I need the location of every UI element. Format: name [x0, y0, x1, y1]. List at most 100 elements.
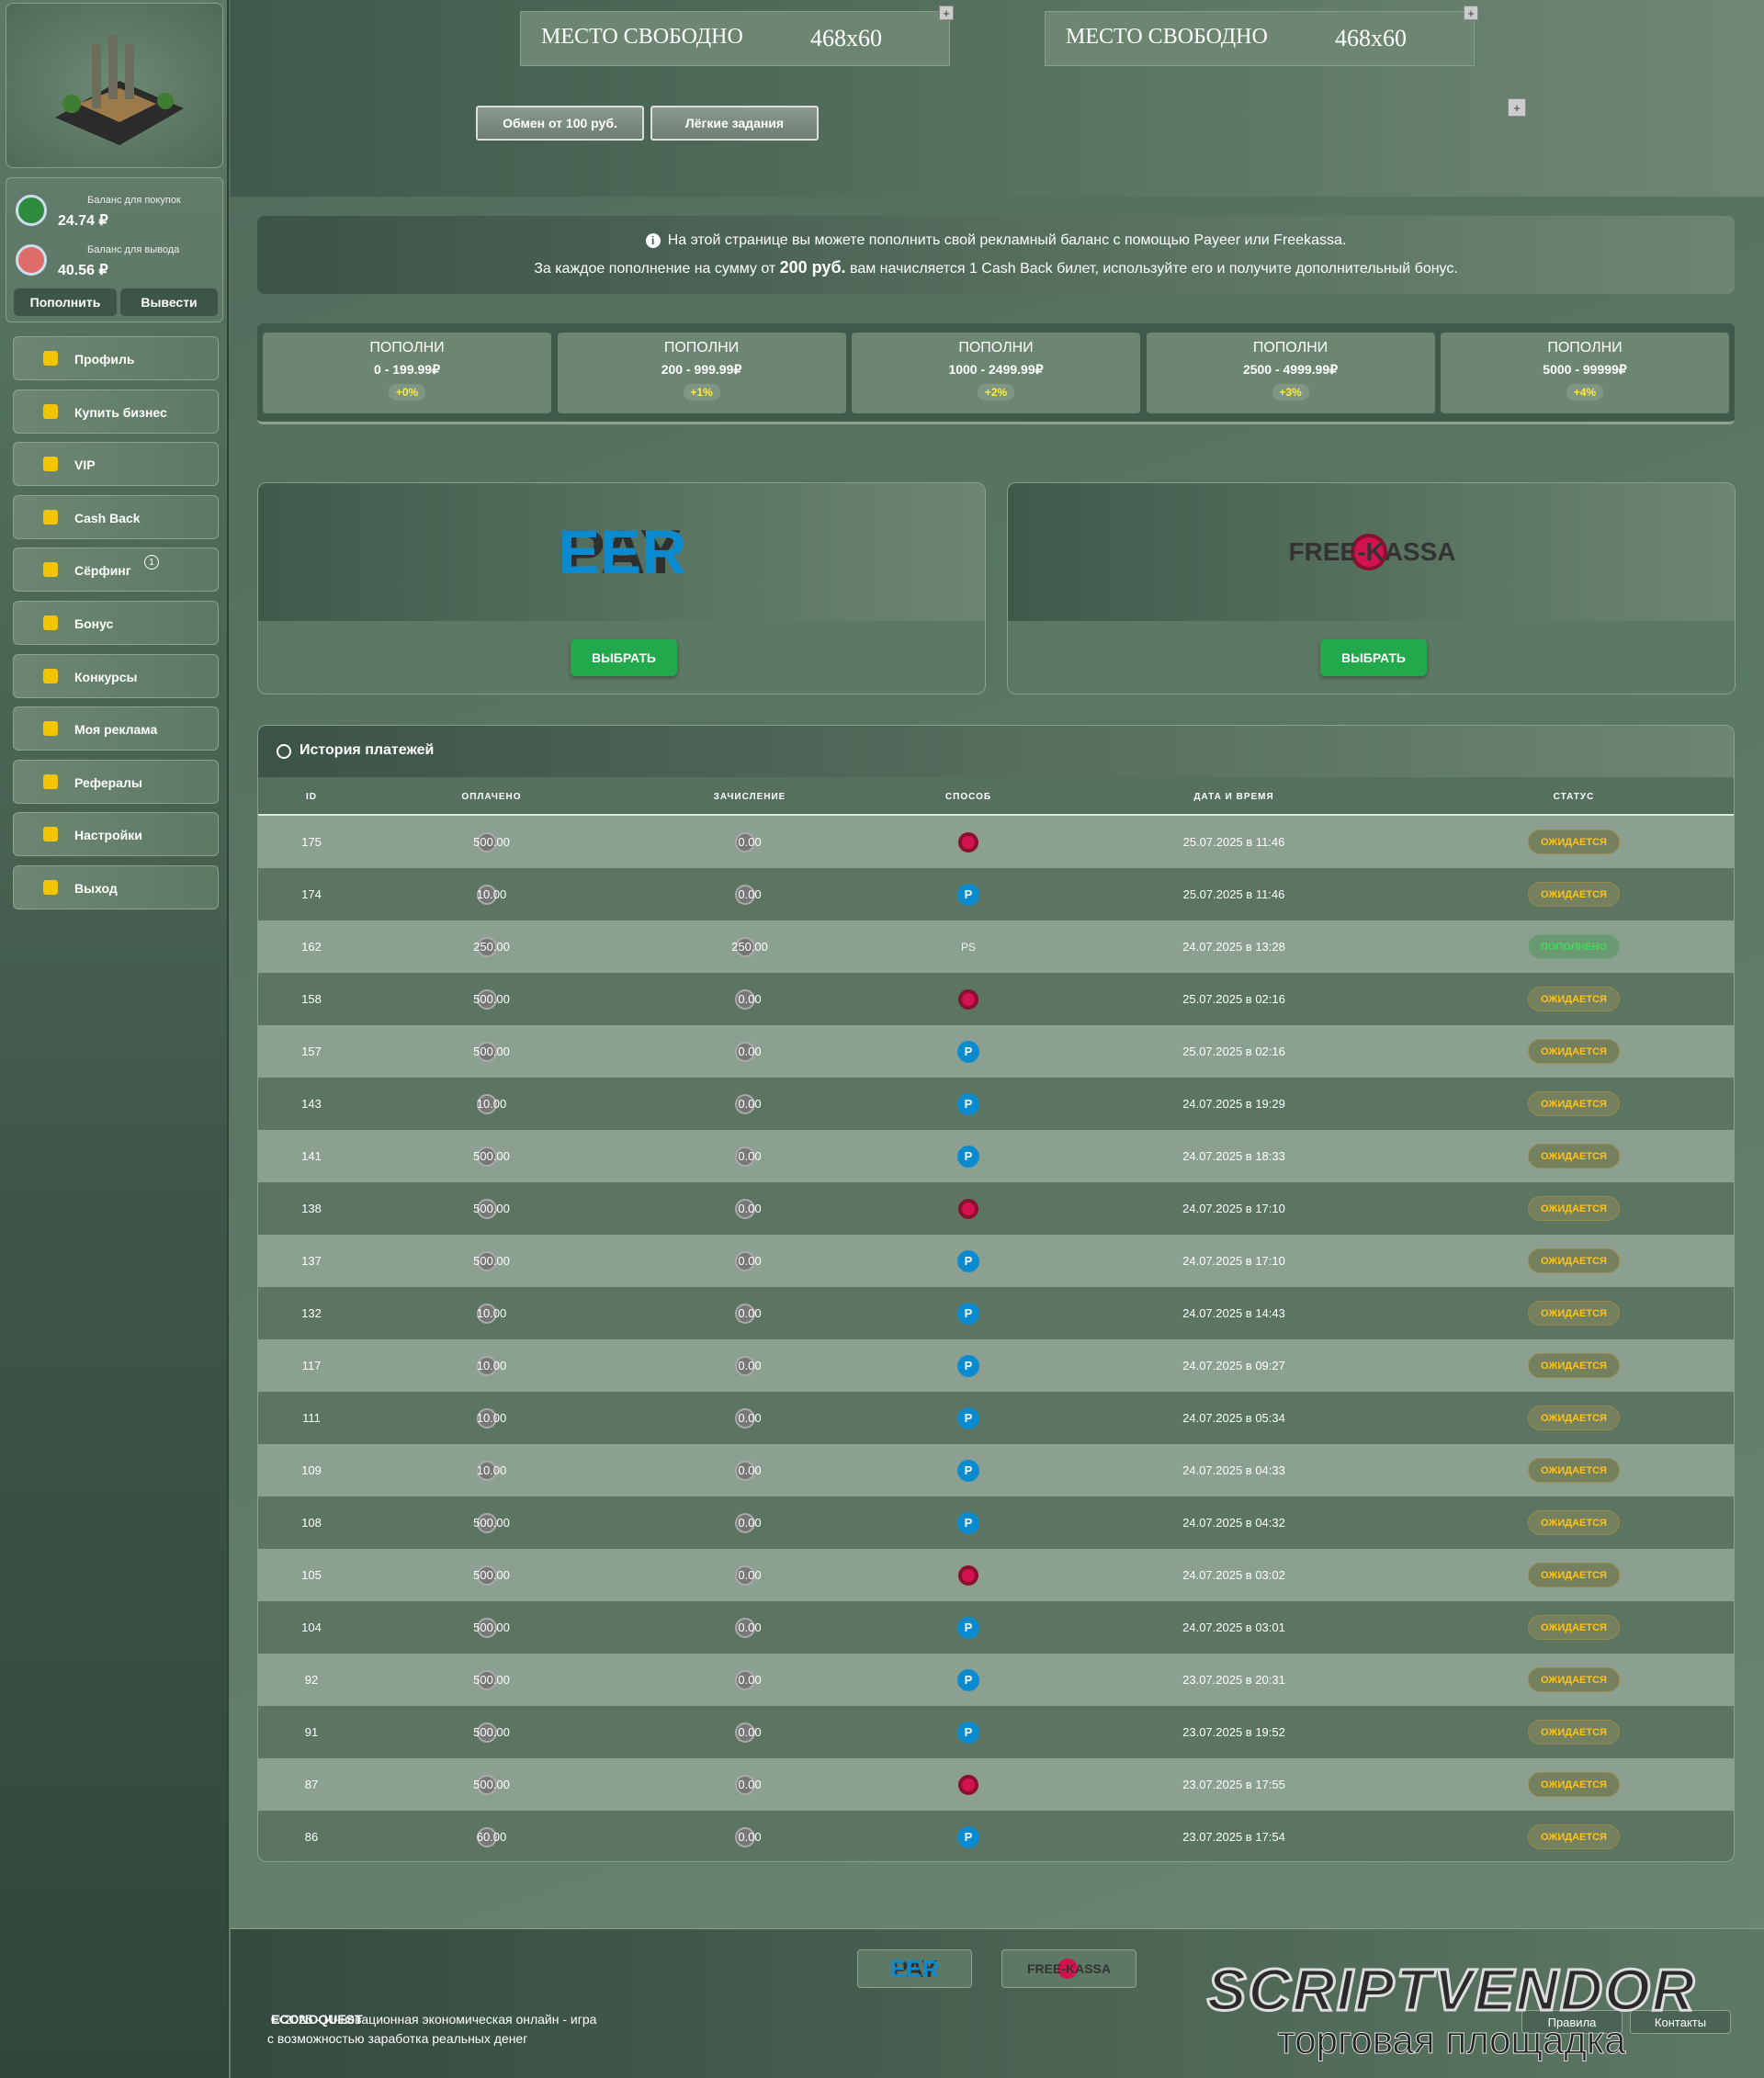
menu-icon — [43, 827, 58, 842]
top-button[interactable]: Обмен от 100 руб. — [476, 106, 644, 141]
amount-text: 0.00 — [738, 1254, 762, 1268]
cell-amount: 0.00 — [676, 1287, 823, 1339]
amount-text: 500.00 — [473, 1673, 510, 1687]
banner[interactable]: МЕСТО СВОБОДНО 468x60 — [1045, 11, 1475, 66]
coin-icon — [735, 1146, 755, 1167]
footer-link[interactable]: Правила — [1521, 2010, 1623, 2034]
amount-text: 0.00 — [738, 1149, 762, 1163]
cell-method: P — [932, 1392, 1005, 1444]
amount-text: 0.00 — [738, 1516, 762, 1530]
select-button[interactable]: ВЫБРАТЬ — [1320, 639, 1427, 676]
menu-item[interactable]: Бонус — [13, 601, 219, 645]
coin-icon — [477, 1146, 497, 1167]
top-button[interactable]: Лёгкие задания — [650, 106, 819, 141]
coin-icon — [735, 1460, 755, 1481]
status-badge: ПОПОЛНЕНО — [1528, 934, 1620, 959]
amount-text: 0.00 — [738, 992, 762, 1006]
tier-bonus: +1% — [683, 384, 720, 401]
logo-text: FREE-KASSA — [1288, 537, 1456, 566]
banner[interactable]: МЕСТО СВОБОДНО 468x60 — [520, 11, 950, 66]
cell-id: 117 — [301, 1359, 322, 1372]
history-row: 104 500.00 0.00 P 24.07.2025 в 03:01 ОЖИДАЕТС… — [258, 1601, 1734, 1654]
menu-item[interactable]: Настройки — [13, 812, 219, 857]
payeer-icon: P — [957, 1302, 979, 1325]
cell-amount: 10.00 — [418, 1392, 565, 1444]
footer-link[interactable]: Контакты — [1630, 2010, 1731, 2034]
cell-amount: 0.00 — [676, 1392, 823, 1444]
coin-icon — [735, 831, 755, 853]
menu-item[interactable]: Рефералы — [13, 759, 219, 804]
plus-button[interactable]: + — [1508, 98, 1526, 117]
menu-item[interactable]: Конкурсы — [13, 653, 219, 698]
menu-item[interactable]: Моя реклама — [13, 706, 219, 751]
coin-icon — [735, 884, 755, 905]
menu-badge: 1 — [144, 555, 159, 570]
cell-date: 24.07.2025 в 03:01 — [1182, 1621, 1285, 1634]
coin-icon — [735, 1041, 755, 1062]
coin-icon — [735, 1407, 755, 1429]
cell-method: P — [932, 1078, 1005, 1130]
deposit-button[interactable]: Пополнить — [14, 288, 117, 316]
cell-amount: 0.00 — [676, 1078, 823, 1130]
cell-method — [932, 1758, 1005, 1811]
cell-id: 162 — [301, 940, 322, 954]
amount-text: 0.00 — [738, 835, 762, 849]
tier-bonus: +3% — [1272, 384, 1309, 401]
amount-text: 10.00 — [476, 1359, 507, 1372]
cell-date: 24.07.2025 в 09:27 — [1182, 1359, 1285, 1372]
tier-range: 2500 - 4999.99₽ — [1242, 362, 1339, 377]
balance-label: Баланс для покупок — [87, 195, 181, 206]
copyright: © 2025 - Инновационная экономическая онл… — [271, 2012, 597, 2027]
cell-amount: 500.00 — [418, 1182, 565, 1235]
history-row: 174 10.00 0.00 P 25.07.2025 в 11:46 ОЖИДАЕТСЯ — [258, 868, 1734, 920]
cell-amount: 10.00 — [418, 1287, 565, 1339]
amount-text: 10.00 — [476, 887, 507, 901]
status-badge: ОЖИДАЕТСЯ — [1528, 1824, 1620, 1849]
history-row: 132 10.00 0.00 P 24.07.2025 в 14:43 ОЖИДАЕТСЯ — [258, 1287, 1734, 1339]
cell-method: P — [932, 1496, 1005, 1549]
tier-card: ПОПОЛНИ 1000 - 2499.99₽ +2% — [852, 333, 1140, 413]
cell-amount: 10.00 — [418, 868, 565, 920]
coin-icon — [735, 1198, 755, 1219]
menu-label: Бонус — [74, 616, 114, 631]
cell-method: P — [932, 1287, 1005, 1339]
banner-plus[interactable]: + — [939, 6, 954, 20]
cell-id: 175 — [301, 835, 322, 849]
cell-method: P — [932, 1235, 1005, 1287]
menu-icon — [43, 457, 58, 472]
menu-item[interactable]: Cash Back — [13, 494, 219, 539]
amount-text: 0.00 — [738, 1045, 762, 1058]
cell-amount: 0.00 — [676, 1339, 823, 1392]
payeer-icon: P — [957, 1145, 979, 1168]
banner-text: МЕСТО СВОБОДНО — [1066, 25, 1268, 49]
withdraw-button[interactable]: Вывести — [120, 288, 218, 316]
amount-text: 500.00 — [473, 1568, 510, 1582]
history-row: 143 10.00 0.00 P 24.07.2025 в 19:29 ОЖИДАЕТСЯ — [258, 1078, 1734, 1130]
cell-amount: 0.00 — [676, 1496, 823, 1549]
menu-item[interactable]: Профиль — [13, 336, 219, 380]
menu-item[interactable]: Купить бизнес — [13, 389, 219, 434]
cell-method — [932, 1182, 1005, 1235]
menu-item[interactable]: Сёрфинг 1 — [13, 548, 219, 593]
fk-icon — [958, 1774, 978, 1795]
amount-text: 500.00 — [473, 835, 510, 849]
cell-amount: 0.00 — [676, 868, 823, 920]
history-row: 138 500.00 0.00 24.07.2025 в 17:10 ОЖИДАЕТСЯ — [258, 1182, 1734, 1235]
cell-method: P — [932, 1654, 1005, 1706]
amount-text: 500.00 — [473, 1149, 510, 1163]
fk-icon — [958, 1564, 978, 1586]
balance-box: Баланс для покупок 24.74 ₽ Баланс для выво… — [6, 177, 223, 322]
menu-item[interactable]: VIP — [13, 442, 219, 487]
tier-card: ПОПОЛНИ 5000 - 99999₽ +4% — [1441, 333, 1729, 413]
payeer-icon: P — [957, 1249, 979, 1272]
menu-icon — [43, 403, 58, 419]
payeer-icon: P — [957, 1616, 979, 1639]
coin-icon — [735, 1355, 755, 1376]
status-badge: ОЖИДАЕТСЯ — [1528, 1406, 1620, 1430]
cell-date: 24.07.2025 в 17:10 — [1182, 1202, 1285, 1215]
banner-plus[interactable]: + — [1464, 6, 1478, 20]
status-badge: ОЖИДАЕТСЯ — [1528, 1301, 1620, 1326]
menu-item[interactable]: Выход — [13, 865, 219, 909]
select-button[interactable]: ВЫБРАТЬ — [571, 639, 677, 676]
amount-text: 0.00 — [738, 1568, 762, 1582]
